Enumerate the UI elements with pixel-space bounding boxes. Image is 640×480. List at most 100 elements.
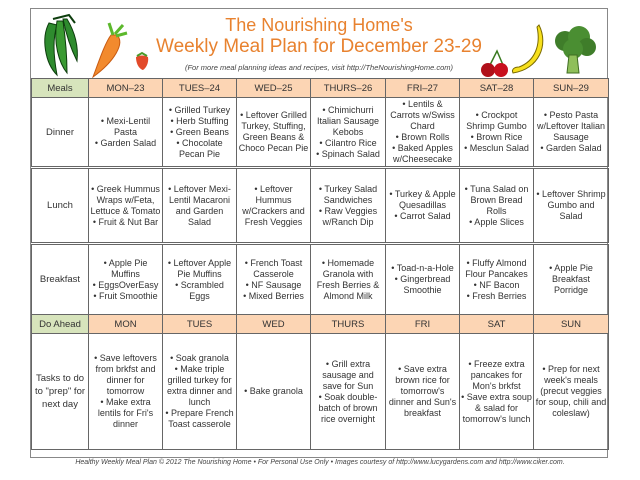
meal-item: • Mesclun Salad xyxy=(464,143,529,153)
meal-item: • Gingerbread Smoothie xyxy=(394,274,451,295)
day-header: FRI xyxy=(385,314,460,334)
day-header: FRI–27 xyxy=(385,78,460,98)
meal-item: • Carrot Salad xyxy=(394,211,451,221)
meal-cell: • Lentils & Carrots w/Swiss Chard • Brown… xyxy=(385,97,460,169)
meal-cell: • Pesto Pasta w/Leftover Italian Sausage… xyxy=(533,97,609,169)
meal-plan-sheet: The Nourishing Home's Weekly Meal Plan f… xyxy=(30,8,609,458)
meal-cell: • Turkey Salad Sandwiches • Raw Veggies w… xyxy=(310,167,386,245)
meal-cell: • Save leftovers from brkfst and dinner … xyxy=(88,333,163,450)
day-header: WED–25 xyxy=(236,78,311,98)
meal-item: • Toad-n-a-Hole xyxy=(391,263,454,273)
day-header: WED xyxy=(236,314,311,334)
meal-item: • Crockpot Shrimp Gumbo xyxy=(466,110,527,131)
day-header: MON–23 xyxy=(88,78,163,98)
day-header: SAT xyxy=(459,314,534,334)
meal-cell: • Soak granola • Make triple grilled turk… xyxy=(162,333,237,450)
meal-item: • Apple Pie Muffins xyxy=(103,257,148,279)
lunch-row: Lunch • Greek Hummus Wraps w/Feta, Lettuc… xyxy=(31,167,609,245)
meal-item: • Fruit Smoothie xyxy=(93,290,158,301)
meal-item: • EggsOverEasy xyxy=(92,279,159,290)
meal-cell: • Freeze extra pancakes for Mon's brkfst… xyxy=(459,333,534,450)
meal-item: • Prep for next week's meals (precut veg… xyxy=(535,364,607,418)
day-header: THURS–26 xyxy=(310,78,386,98)
meal-item: • Save leftovers from brkfst and dinner … xyxy=(94,353,157,396)
meal-item: • Garden Salad xyxy=(540,143,602,153)
meal-item: • Mixed Berries xyxy=(243,290,304,301)
meal-item: • Turkey Salad Sandwiches xyxy=(318,183,378,205)
meal-cell: • Bake granola xyxy=(236,333,311,450)
meal-cell: • Grilled Turkey • Herb Stuffing • Green B… xyxy=(162,97,237,169)
header-label: Do Ahead xyxy=(31,314,89,334)
meal-item: • Lentils & Carrots w/Swiss Chard xyxy=(390,99,455,131)
meal-cell: • Grill extra sausage and save for Sun • … xyxy=(310,333,386,450)
meal-item: • Apple Pie Breakfast Porridge xyxy=(549,263,593,295)
meal-cell: • Leftover Grilled Turkey, Stuffing, Gre… xyxy=(236,97,311,169)
carrot-icon xyxy=(91,22,128,79)
meal-cell: • Turkey & Apple Quesadillas • Carrot Sal… xyxy=(385,167,460,245)
title-line-2: Weekly Meal Plan for December 23-29 xyxy=(156,36,482,57)
meal-cell: • Leftover Apple Pie Muffins • Scrambled … xyxy=(162,243,237,315)
meal-cell: • French Toast Casserole • NF Sausage • Mi… xyxy=(236,243,311,315)
subtitle: (For more meal planning ideas and recipe… xyxy=(184,63,454,72)
meal-item: • Tuna Salad on Brown Bread Rolls xyxy=(464,183,529,216)
meal-item: • Leftover Hummus w/Crackers and Fresh V… xyxy=(242,183,305,227)
banner: The Nourishing Home's Weekly Meal Plan f… xyxy=(31,9,607,79)
meal-item: • Brown Rolls xyxy=(395,132,450,142)
peas-icon xyxy=(44,13,78,77)
day-header: SUN xyxy=(533,314,609,334)
meal-item: • Baked Apples w/Cheesecake xyxy=(392,143,453,164)
day-header: MON xyxy=(88,314,163,334)
meal-cell: • Leftover Shrimp Gumbo and Salad xyxy=(533,167,609,245)
row-label: Tasks to do to "prep" for next day xyxy=(31,333,89,450)
meal-item: • French Toast Casserole xyxy=(244,257,303,279)
meal-cell: • Chimichurri Italian Sausage Kebobs • Ci… xyxy=(310,97,386,169)
meal-item: • NF Bacon xyxy=(473,279,520,290)
meal-cell: • Tuna Salad on Brown Bread Rolls • Apple… xyxy=(459,167,534,245)
meal-cell: • Greek Hummus Wraps w/Feta, Lettuce & T… xyxy=(88,167,163,245)
meal-cell: • Mexi-Lentil Pasta • Garden Salad xyxy=(88,97,163,169)
meal-cell: • Crockpot Shrimp Gumbo • Brown Rice • Mes… xyxy=(459,97,534,169)
meal-item: • Herb Stuffing xyxy=(170,115,229,126)
meal-item: • Prepare French Toast casserole xyxy=(165,408,234,429)
meal-item: • Spinach Salad xyxy=(316,148,380,159)
cherries-icon xyxy=(481,49,508,77)
meal-cell: • Prep for next week's meals (precut veg… xyxy=(533,333,609,450)
meal-item: • Fresh Berries xyxy=(466,290,527,301)
meal-cell: • Fluffy Almond Flour Pancakes • NF Bacon… xyxy=(459,243,534,315)
meal-item: • Pesto Pasta w/Leftover Italian Sausage xyxy=(536,110,606,142)
meal-item: • Soak granola xyxy=(170,353,229,363)
title-line-1: The Nourishing Home's xyxy=(225,15,413,35)
day-header: SAT–28 xyxy=(459,78,534,98)
row-label: Dinner xyxy=(31,97,89,169)
meal-item: • Fluffy Almond Flour Pancakes xyxy=(465,257,528,279)
banana-icon xyxy=(512,24,544,74)
meal-item: • Bake granola xyxy=(244,386,303,396)
meal-item: • Homemade Granola with Fresh Berries & … xyxy=(316,257,380,301)
meal-item: • Green Beans xyxy=(170,126,229,137)
meal-cell: • Save extra brown rice for tomorrow's d… xyxy=(385,333,460,450)
day-header: THURS xyxy=(310,314,386,334)
meal-item: • Turkey & Apple Quesadillas xyxy=(389,189,456,210)
header-label: Meals xyxy=(31,78,89,98)
meal-item: • Make extra lentils for Fri's dinner xyxy=(97,397,154,429)
meal-item: • Leftover Grilled Turkey, Stuffing, Gre… xyxy=(238,110,309,153)
breakfast-row: Breakfast • Apple Pie Muffins • EggsOverEa… xyxy=(31,243,609,315)
meal-item: • Garden Salad xyxy=(94,137,157,148)
meal-item: • Mexi-Lentil Pasta xyxy=(100,115,151,137)
tasks-row: Tasks to do to "prep" for next day • Save… xyxy=(31,333,609,450)
meal-item: • Chimichurri Italian Sausage Kebobs xyxy=(316,104,380,137)
meal-item: • NF Sausage xyxy=(245,279,302,290)
meal-item: • Chocolate Pecan Pie xyxy=(176,137,223,159)
meal-item: • Greek Hummus Wraps w/Feta, Lettuce & T… xyxy=(90,183,161,216)
meal-cell: • Homemade Granola with Fresh Berries & … xyxy=(310,243,386,315)
meals-header-row: Meals MON–23 TUES–24 WED–25 THURS–26 FRI–27 SA… xyxy=(31,78,609,98)
meal-item: • Freeze extra pancakes for Mon's brkfst xyxy=(468,358,525,391)
meal-plan-table: Meals MON–23 TUES–24 WED–25 THURS–26 FRI–27 SA… xyxy=(31,78,609,450)
meal-item: • Grilled Turkey xyxy=(168,104,231,115)
meal-item: • Brown Rice xyxy=(470,132,523,142)
meal-item: • Cilantro Rice xyxy=(319,137,377,148)
meal-cell: • Apple Pie Breakfast Porridge xyxy=(533,243,609,315)
meal-item: • Leftover Mexi-Lentil Macaroni and Gard… xyxy=(168,183,231,227)
meal-cell: • Leftover Hummus w/Crackers and Fresh V… xyxy=(236,167,311,245)
dinner-row: Dinner • Mexi-Lentil Pasta • Garden Salad •… xyxy=(31,97,609,169)
